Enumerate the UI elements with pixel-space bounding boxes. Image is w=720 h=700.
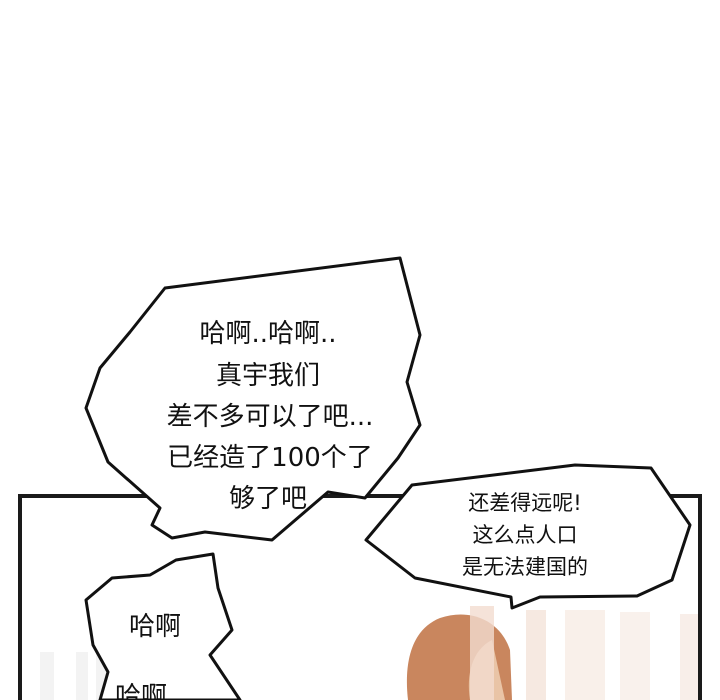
main-bubble-line-5: 够了吧 bbox=[228, 484, 307, 514]
watermark-blocks bbox=[40, 652, 106, 700]
reply-bubble-line-3: 是无法建国的 bbox=[462, 555, 588, 579]
speech-bubble-main bbox=[84, 256, 422, 542]
reply-bubble-line-2: 这么点人口 bbox=[472, 523, 578, 547]
gasp-bubble-line-2: 哈啊 bbox=[114, 682, 167, 700]
speech-bubble-gasp bbox=[84, 552, 242, 700]
gasp-bubble-line-1: 哈啊 bbox=[128, 612, 181, 642]
main-bubble-line-2: 真宇我们 bbox=[215, 361, 320, 391]
reply-bubble-line-1: 还差得远呢! bbox=[468, 491, 582, 515]
main-bubble-line-1: 哈啊..哈啊.. bbox=[199, 319, 337, 349]
speech-bubble-reply bbox=[364, 463, 692, 610]
character-figure bbox=[406, 606, 698, 700]
main-bubble-line-3: 差不多可以了吧... bbox=[166, 402, 374, 432]
main-bubble-line-4: 已经造了100个了 bbox=[167, 443, 373, 473]
